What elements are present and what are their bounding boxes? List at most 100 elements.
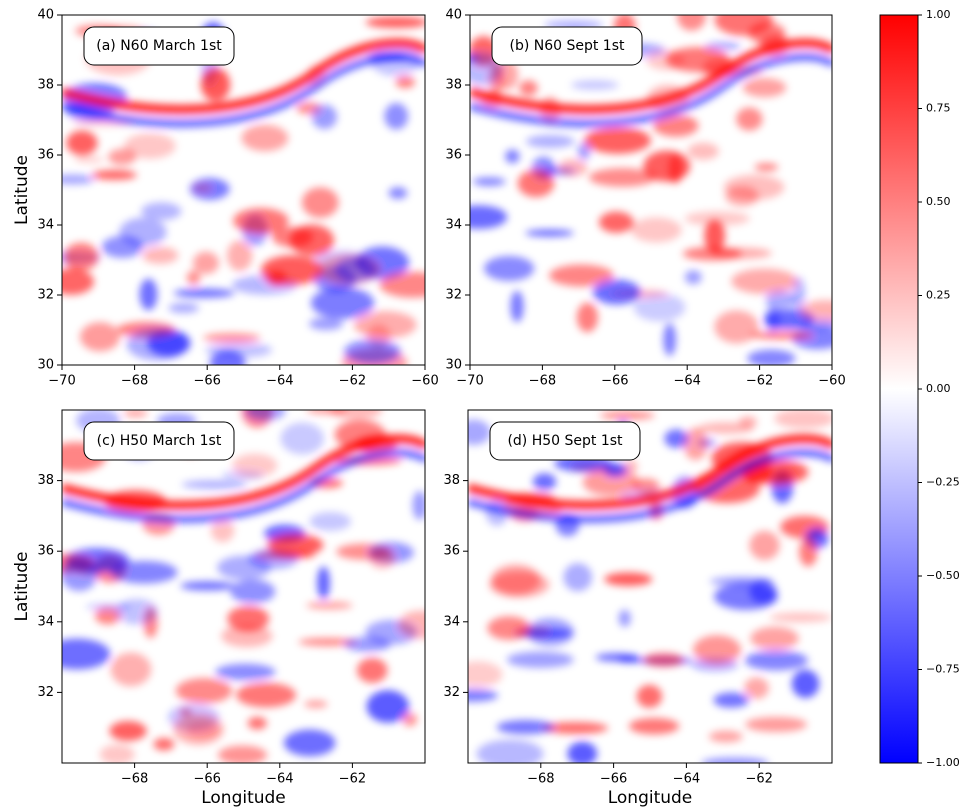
eddy <box>468 689 499 702</box>
field-texture <box>468 410 832 763</box>
eddy <box>747 349 796 365</box>
colorbar-tick-label: −0.50 <box>926 569 960 582</box>
eddy <box>468 419 491 445</box>
eddy <box>526 618 574 647</box>
annotation-box <box>83 26 235 66</box>
y-tick-label: 32 <box>443 685 460 700</box>
y-tick-label: 34 <box>443 614 460 629</box>
eddy <box>687 142 719 160</box>
eddy <box>142 246 179 264</box>
y-tick-label: 38 <box>37 78 54 93</box>
eddy <box>677 15 706 31</box>
colorbar-tick-label: −1.00 <box>926 756 960 769</box>
eddy <box>395 76 416 89</box>
eddy <box>221 624 273 648</box>
eddy <box>412 490 425 520</box>
eddy <box>506 651 574 668</box>
annotation: (a) N60 March 1st <box>96 38 222 54</box>
jet <box>62 448 425 524</box>
x-tick-label: −66 <box>193 772 220 787</box>
eddy <box>584 127 651 154</box>
eddy <box>168 302 200 314</box>
x-tick-label: −64 <box>266 772 293 787</box>
jet <box>62 53 425 128</box>
eddy <box>525 229 574 237</box>
eddy <box>175 678 233 704</box>
eddy <box>592 279 641 305</box>
eddy <box>765 290 796 310</box>
eddy <box>711 247 772 259</box>
eddy <box>736 107 763 131</box>
x-tick-label: −64 <box>673 772 700 787</box>
x-tick-label: −68 <box>529 374 556 389</box>
eddy <box>632 478 660 495</box>
eddy <box>306 410 348 414</box>
eddy <box>317 566 330 600</box>
x-axis-label: Longitude <box>608 788 693 807</box>
eddy <box>99 744 135 763</box>
eddy <box>247 716 267 730</box>
colorbar-tick-label: 0.25 <box>926 289 951 302</box>
x-tick-label: −64 <box>673 374 700 389</box>
eddy <box>192 251 220 275</box>
y-tick-label: 34 <box>37 218 54 233</box>
eddy <box>630 217 682 243</box>
eddy <box>173 713 224 745</box>
eddy <box>628 717 680 735</box>
eddy <box>306 601 353 610</box>
eddy <box>119 217 167 247</box>
field <box>468 410 832 763</box>
eddy <box>723 174 785 200</box>
jet <box>468 434 832 510</box>
y-tick-label: 38 <box>443 473 460 488</box>
y-tick-label: 32 <box>37 685 54 700</box>
x-tick-label: −60 <box>411 374 438 389</box>
eddy <box>525 135 575 148</box>
eddy <box>754 163 779 172</box>
eddy <box>774 410 832 429</box>
eddy <box>652 114 699 137</box>
eddy <box>109 721 147 741</box>
eddy <box>713 583 778 610</box>
eddy <box>227 606 270 632</box>
eddy <box>636 684 663 708</box>
eddy <box>193 184 212 192</box>
eddy <box>344 636 391 652</box>
x-tick-label: −66 <box>601 374 628 389</box>
eddy <box>542 722 609 734</box>
eddy <box>343 339 401 365</box>
eddy <box>749 331 814 340</box>
eddy <box>115 598 158 625</box>
eddy <box>683 427 708 461</box>
eddy <box>200 67 231 102</box>
eddy <box>738 416 758 428</box>
eddy <box>470 205 508 229</box>
eddy <box>496 720 555 735</box>
eddy <box>79 322 121 352</box>
eddy <box>714 310 759 344</box>
eddy <box>623 460 638 473</box>
colorbar-tick-label: 0.00 <box>926 382 951 395</box>
x-tick-label: −68 <box>527 772 554 787</box>
y-axis-label: Latitude <box>12 552 32 622</box>
eddy <box>742 78 787 98</box>
x-tick-label: −66 <box>600 772 627 787</box>
y-tick-label: 40 <box>37 8 54 23</box>
eddy <box>233 208 289 234</box>
colorbar-tick-label: 1.00 <box>926 8 951 21</box>
jet <box>62 434 425 510</box>
y-tick-label: 38 <box>37 473 54 488</box>
eddy <box>576 302 598 333</box>
eddy <box>66 130 98 156</box>
eddy <box>491 564 541 595</box>
eddy <box>693 635 741 665</box>
eddy <box>141 202 182 221</box>
eddy <box>563 563 593 592</box>
eddy <box>799 537 818 567</box>
eddy <box>517 169 555 198</box>
eddy <box>215 663 276 681</box>
x-tick-label: −70 <box>456 374 483 389</box>
y-tick-label: 30 <box>445 358 462 373</box>
eddy <box>402 712 418 727</box>
x-tick-label: −68 <box>121 772 148 787</box>
